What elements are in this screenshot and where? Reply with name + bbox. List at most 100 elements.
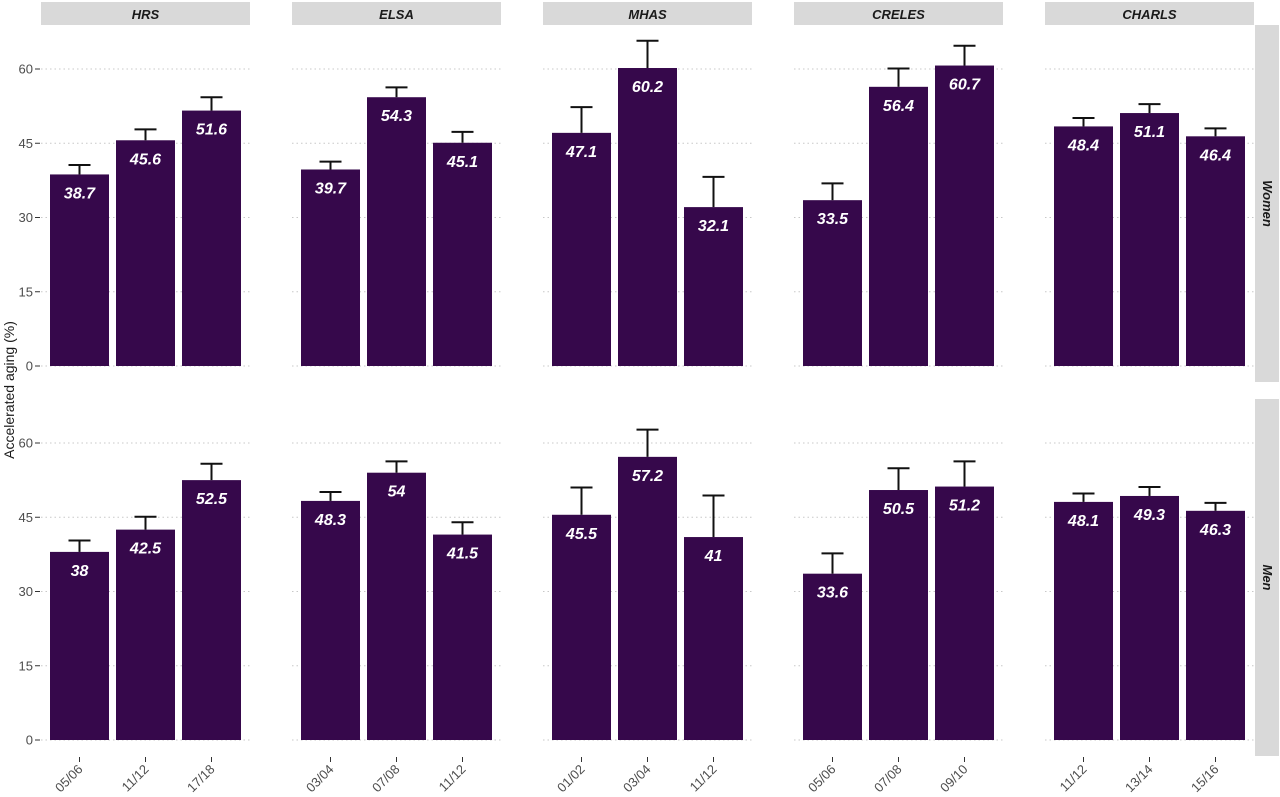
bar-charls-women xyxy=(1186,136,1245,366)
y-tick-label: 0 xyxy=(26,733,33,748)
x-tick-label: 05/06 xyxy=(805,762,839,796)
x-tick-label: 11/12 xyxy=(119,762,152,795)
row-strip-women xyxy=(1255,25,1279,382)
x-tick-label: 13/14 xyxy=(1122,762,1156,796)
row-strip-men xyxy=(1255,399,1279,756)
bar-charls-men xyxy=(1120,495,1179,740)
bar-value-label: 52.5 xyxy=(196,491,228,508)
bar-hrs-men xyxy=(50,551,109,740)
bar-elsa-men xyxy=(433,534,492,740)
bar-value-label: 45.6 xyxy=(129,151,161,168)
bar-elsa-women xyxy=(433,142,492,366)
bar-value-label: 33.5 xyxy=(817,211,849,228)
strip-label-hrs: HRS xyxy=(132,7,160,22)
x-tick-label: 09/10 xyxy=(937,762,971,796)
bar-creles-men xyxy=(935,486,994,740)
bar-mhas-women xyxy=(552,132,611,366)
bar-value-label: 56.4 xyxy=(883,98,914,115)
bar-value-label: 60.2 xyxy=(632,79,663,96)
strip-creles xyxy=(794,2,1003,25)
y-tick-label: 15 xyxy=(19,284,33,299)
bar-value-label: 60.7 xyxy=(949,77,981,94)
bar-value-label: 57.2 xyxy=(632,468,663,485)
bar-value-label: 46.3 xyxy=(1199,522,1231,539)
bar-charls-women xyxy=(1120,113,1179,367)
bar-value-label: 54.3 xyxy=(381,108,412,125)
bar-charls-men xyxy=(1186,510,1245,740)
bar-value-label: 39.7 xyxy=(315,180,347,197)
bar-hrs-women xyxy=(50,174,109,366)
bar-mhas-men xyxy=(618,456,677,740)
bar-charls-women xyxy=(1054,126,1113,366)
bar-value-label: 54 xyxy=(388,484,406,501)
x-tick-label: 07/08 xyxy=(369,762,403,796)
bar-value-label: 45.5 xyxy=(565,526,598,543)
bar-value-label: 33.6 xyxy=(817,585,848,602)
bar-hrs-women xyxy=(116,140,175,366)
y-tick-label: 0 xyxy=(26,359,33,374)
strip-label-mhas: MHAS xyxy=(628,7,667,22)
y-tick-label: 30 xyxy=(19,584,33,599)
bar-charls-men xyxy=(1054,501,1113,740)
bar-mhas-men xyxy=(552,514,611,740)
bar-value-label: 42.5 xyxy=(129,541,162,558)
bar-elsa-men xyxy=(301,500,360,740)
bar-hrs-men xyxy=(182,480,241,740)
bar-elsa-women xyxy=(301,169,360,366)
bar-value-label: 38.7 xyxy=(64,185,96,202)
bar-mhas-women xyxy=(684,207,743,366)
row-strip-label-men: Men xyxy=(1260,565,1275,591)
bar-value-label: 51.2 xyxy=(949,498,980,515)
x-tick-label: 11/12 xyxy=(436,762,469,795)
bar-creles-women xyxy=(869,86,928,366)
bar-value-label: 48.4 xyxy=(1067,137,1099,154)
x-tick-label: 11/12 xyxy=(1057,762,1090,795)
row-strip-label-women: Women xyxy=(1260,180,1275,227)
bar-value-label: 45.1 xyxy=(446,154,478,171)
y-axis-title: Accelerated aging (%) xyxy=(1,321,17,459)
strip-label-elsa: ELSA xyxy=(379,7,414,22)
bar-value-label: 50.5 xyxy=(883,501,915,518)
bar-hrs-women xyxy=(182,110,241,366)
strip-elsa xyxy=(292,2,501,25)
bar-mhas-women xyxy=(618,68,677,366)
bar-value-label: 41.5 xyxy=(446,546,479,563)
bar-creles-women xyxy=(935,65,994,366)
bar-value-label: 48.3 xyxy=(314,512,346,529)
strip-charls xyxy=(1045,2,1254,25)
bar-creles-men xyxy=(803,573,862,740)
strip-mhas xyxy=(543,2,752,25)
bar-elsa-men xyxy=(367,472,426,740)
x-tick-label: 03/04 xyxy=(303,762,337,796)
bar-value-label: 46.4 xyxy=(1199,147,1231,164)
bar-value-label: 49.3 xyxy=(1133,507,1165,524)
bar-hrs-men xyxy=(116,529,175,740)
bar-value-label: 51.6 xyxy=(196,122,227,139)
bar-mhas-men xyxy=(684,537,743,740)
x-tick-label: 11/12 xyxy=(687,762,720,795)
y-tick-label: 60 xyxy=(19,62,33,77)
x-tick-label: 05/06 xyxy=(52,762,86,796)
y-tick-label: 45 xyxy=(19,136,33,151)
strip-hrs xyxy=(41,2,250,25)
y-tick-label: 30 xyxy=(19,210,33,225)
bar-creles-women xyxy=(803,200,862,366)
strip-label-charls: CHARLS xyxy=(1122,7,1176,22)
y-tick-label: 60 xyxy=(19,436,33,451)
x-tick-label: 17/18 xyxy=(184,762,218,796)
bar-value-label: 32.1 xyxy=(698,218,729,235)
bar-value-label: 48.1 xyxy=(1067,513,1099,530)
y-tick-label: 45 xyxy=(19,510,33,525)
strip-label-creles: CRELES xyxy=(872,7,925,22)
x-tick-label: 03/04 xyxy=(620,762,654,796)
x-tick-label: 07/08 xyxy=(871,762,905,796)
bar-value-label: 38 xyxy=(71,563,89,580)
y-tick-label: 15 xyxy=(19,658,33,673)
bar-creles-men xyxy=(869,490,928,740)
bar-value-label: 47.1 xyxy=(565,144,597,161)
x-tick-label: 01/02 xyxy=(554,762,588,796)
bar-value-label: 41 xyxy=(704,548,723,565)
bar-elsa-women xyxy=(367,97,426,366)
x-tick-label: 15/16 xyxy=(1188,762,1222,796)
